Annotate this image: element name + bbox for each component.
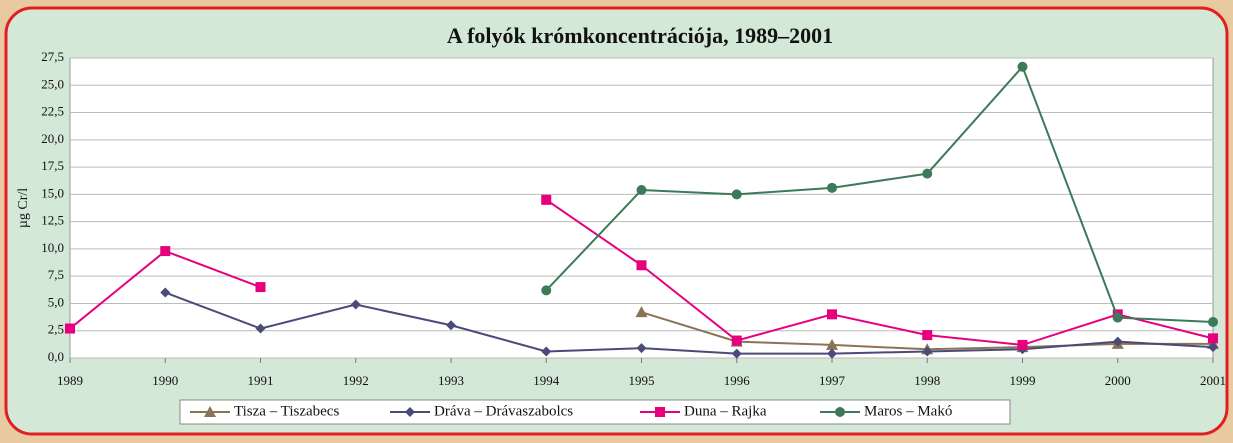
marker [541, 346, 552, 357]
marker [922, 330, 933, 341]
x-tick-label: 1995 [629, 373, 655, 388]
x-tick-label: 1999 [1010, 373, 1036, 388]
legend-label: Duna – Rajka [684, 403, 767, 419]
marker [731, 335, 742, 346]
y-tick-label: 2,5 [48, 322, 64, 337]
marker [255, 323, 266, 334]
series-line [164, 291, 1214, 355]
x-tick-label: 1994 [533, 373, 560, 388]
marker [636, 260, 647, 271]
y-tick-label: 20,0 [41, 131, 64, 146]
legend [179, 399, 1011, 425]
marker [1112, 312, 1123, 323]
series-line [545, 64, 1214, 323]
marker [204, 406, 216, 417]
marker [350, 299, 361, 310]
marker [160, 287, 171, 298]
x-tick-label: 1990 [152, 373, 178, 388]
marker [1017, 339, 1028, 350]
marker [1017, 61, 1028, 72]
legend-label: Tisza – Tiszabecs [234, 403, 339, 419]
y-tick-label: 5,0 [48, 294, 64, 309]
y-tick-label: 27,5 [41, 49, 64, 64]
marker [541, 285, 552, 296]
marker [731, 189, 742, 200]
x-tick-label: 2000 [1105, 373, 1131, 388]
marker [1112, 336, 1123, 347]
x-tick-label: 1996 [724, 373, 751, 388]
marker [1208, 317, 1218, 327]
marker [655, 407, 665, 417]
marker [636, 343, 647, 354]
y-tick-label: 17,5 [41, 158, 64, 173]
marker [65, 323, 75, 334]
marker [405, 407, 415, 417]
legend-label: Maros – Makó [864, 403, 952, 419]
marker [827, 348, 837, 359]
x-tick-label: 1989 [57, 373, 83, 388]
y-axis-label: µg Cr/l [16, 188, 31, 228]
x-tick-label: 1992 [343, 373, 369, 388]
y-tick-label: 22,5 [41, 104, 64, 119]
x-tick-label: 2001 [1200, 373, 1226, 388]
y-tick-label: 10,0 [41, 240, 64, 255]
x-tick-label: 1991 [248, 373, 274, 388]
y-tick-label: 25,0 [41, 76, 64, 91]
marker [731, 348, 742, 359]
marker [1208, 333, 1218, 344]
y-tick-label: 0,0 [48, 349, 64, 364]
marker [160, 246, 171, 257]
x-tick-label: 1997 [819, 373, 846, 388]
x-tick-label: 1998 [914, 373, 940, 388]
legend-label: Dráva – Drávaszabolcs [434, 403, 573, 419]
y-tick-label: 7,5 [48, 267, 64, 282]
y-tick-label: 12,5 [41, 213, 64, 228]
marker [446, 320, 456, 331]
marker [922, 346, 933, 357]
y-tick-label: 15,0 [41, 185, 64, 200]
marker [1208, 342, 1218, 353]
marker [636, 185, 647, 195]
chart-title: A folyók krómkoncentrációja, 1989–2001 [447, 23, 833, 48]
marker [635, 306, 648, 318]
marker [826, 338, 838, 350]
marker [541, 194, 552, 205]
marker [835, 407, 845, 417]
marker [255, 282, 266, 293]
marker [922, 168, 933, 179]
marker [827, 182, 837, 193]
marker [827, 309, 837, 320]
x-tick-label: 1993 [438, 373, 464, 388]
